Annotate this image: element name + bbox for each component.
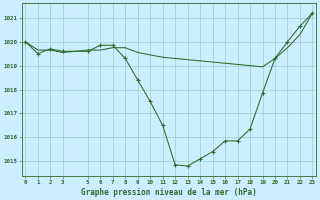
X-axis label: Graphe pression niveau de la mer (hPa): Graphe pression niveau de la mer (hPa) [81, 188, 257, 197]
